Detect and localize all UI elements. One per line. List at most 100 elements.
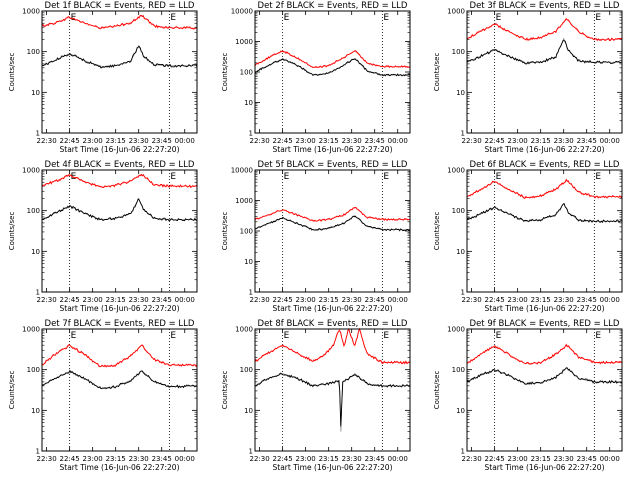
marker-label: E [170, 331, 176, 341]
x-tick-label: 23:30 [129, 455, 149, 463]
x-tick-label: 22:30 [37, 455, 57, 463]
x-tick-label: 23:00 [296, 296, 316, 304]
x-tick-label: 00:00 [600, 455, 620, 463]
events-series-keyline [41, 44, 197, 68]
x-tick-label: 00:00 [175, 296, 195, 304]
events-series-keyline [254, 373, 410, 432]
x-tick-label: 00:00 [175, 455, 195, 463]
lld-series-keyline [466, 18, 622, 40]
y-tick-label: 100 [240, 366, 253, 374]
x-tick-label: 22:30 [250, 296, 270, 304]
x-axis-label: Start Time (16-Jun-06 22:27:20) [485, 304, 605, 313]
x-tick-label: 23:15 [319, 137, 339, 145]
y-tick-label: 1 [249, 130, 253, 138]
x-tick-label: 00:00 [388, 455, 408, 463]
events-series-line [466, 202, 623, 224]
y-axis-label: Counts/sec [221, 371, 229, 410]
marker-label: E [170, 172, 176, 182]
x-tick-label: 22:30 [250, 455, 270, 463]
y-tick-label: 1 [461, 289, 465, 297]
y-tick-label: 1 [36, 448, 40, 456]
lld-series-keyline [254, 50, 410, 68]
y-tick-label: 10 [31, 407, 40, 415]
lld-series-keyline [41, 173, 197, 188]
x-tick-label: 23:15 [531, 137, 551, 145]
y-tick-label: 1000 [235, 38, 253, 46]
plot-frame [254, 328, 411, 452]
y-axis-label: Counts/sec [221, 53, 229, 92]
x-tick-label: 00:00 [388, 296, 408, 304]
marker-label: E [383, 13, 389, 23]
chart-title: Det 3f BLACK = Events, RED = LLD [470, 1, 620, 11]
chart-panel-3: Det 3f BLACK = Events, RED = LLD Counts/s… [433, 1, 623, 154]
y-axis-label: Counts/sec [433, 212, 441, 251]
lld-series-keyline [466, 179, 622, 198]
y-tick-label: 10000 [231, 167, 253, 175]
chart-panel-7: Det 7f BLACK = Events, RED = LLD Counts/s… [8, 319, 198, 472]
chart-title: Det 2f BLACK = Events, RED = LLD [258, 1, 408, 11]
y-tick-label: 1000 [22, 8, 40, 16]
y-tick-label: 100 [452, 207, 465, 215]
y-tick-label: 100 [240, 228, 253, 236]
events-series-line [41, 45, 198, 69]
x-tick-label: 22:45 [60, 137, 80, 145]
x-tick-label: 23:30 [342, 296, 362, 304]
chart-panel-4: Det 4f BLACK = Events, RED = LLD Counts/s… [8, 160, 198, 313]
x-tick-label: 23:15 [319, 455, 339, 463]
x-tick-label: 22:30 [37, 296, 57, 304]
marker-label: E [383, 172, 389, 182]
chart-title: Det 9f BLACK = Events, RED = LLD [470, 319, 620, 329]
y-axis-label: Counts/sec [8, 371, 16, 410]
x-tick-label: 23:30 [554, 455, 574, 463]
events-series-keyline [466, 202, 622, 222]
x-tick-label: 23:15 [319, 296, 339, 304]
marker-label: E [284, 172, 290, 182]
x-tick-label: 23:00 [296, 455, 316, 463]
y-tick-label: 100 [27, 207, 40, 215]
x-axis-label: Start Time (16-Jun-06 22:27:20) [273, 304, 393, 313]
x-tick-label: 22:45 [60, 296, 80, 304]
events-series-keyline [466, 367, 622, 385]
y-axis-label: Counts/sec [433, 53, 441, 92]
chart-title: Det 7f BLACK = Events, RED = LLD [45, 319, 195, 329]
chart-title: Det 4f BLACK = Events, RED = LLD [45, 160, 195, 170]
x-axis-label: Start Time (16-Jun-06 22:27:20) [485, 463, 605, 472]
events-series-line [254, 58, 410, 77]
y-tick-label: 1 [249, 289, 253, 297]
y-tick-label: 1000 [235, 326, 253, 334]
y-tick-label: 10000 [231, 8, 253, 16]
x-tick-label: 23:00 [508, 296, 528, 304]
chart-title: Det 5f BLACK = Events, RED = LLD [258, 160, 408, 170]
y-tick-label: 10 [456, 248, 465, 256]
x-tick-label: 23:45 [152, 137, 172, 145]
plot-frame [466, 328, 623, 452]
events-series-line [466, 367, 623, 386]
y-tick-label: 100 [27, 48, 40, 56]
marker-label: E [383, 331, 389, 341]
y-tick-label: 1 [461, 130, 465, 138]
plot-frame [466, 10, 623, 134]
x-axis-label: Start Time (16-Jun-06 22:27:20) [60, 463, 180, 472]
x-tick-label: 23:30 [554, 137, 574, 145]
y-tick-label: 1000 [22, 326, 40, 334]
lld-series-line [41, 344, 198, 368]
chart-panel-8: Det 8f BLACK = Events, RED = LLD Counts/s… [221, 319, 411, 472]
plot-frame [254, 10, 411, 134]
events-series-line [41, 369, 198, 390]
chart-title: Det 6f BLACK = Events, RED = LLD [470, 160, 620, 170]
x-tick-label: 23:45 [365, 296, 385, 304]
events-series-line [41, 198, 198, 222]
chart-panel-6: Det 6f BLACK = Events, RED = LLD Counts/s… [433, 160, 623, 313]
lld-series-keyline [466, 344, 622, 365]
y-tick-label: 100 [27, 366, 40, 374]
marker-label: E [496, 172, 502, 182]
x-tick-label: 23:30 [554, 296, 574, 304]
chart-title: Det 1f BLACK = Events, RED = LLD [45, 1, 195, 11]
x-axis-label: Start Time (16-Jun-06 22:27:20) [273, 463, 393, 472]
y-axis-label: Counts/sec [221, 212, 229, 251]
y-tick-label: 100 [452, 48, 465, 56]
events-series-keyline [466, 37, 622, 64]
chart-panel-9: Det 9f BLACK = Events, RED = LLD Counts/s… [433, 319, 623, 472]
x-tick-label: 23:45 [152, 455, 172, 463]
lld-series-line [466, 178, 623, 199]
